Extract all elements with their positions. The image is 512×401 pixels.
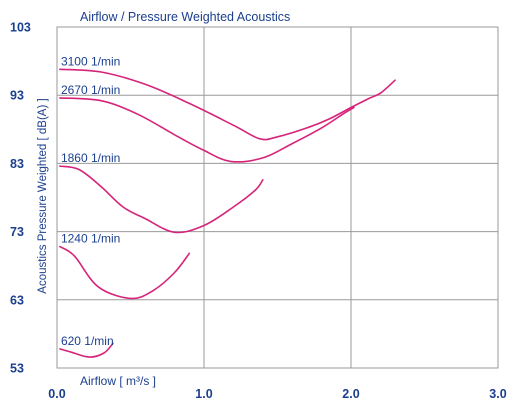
y-tick-label: 103 — [10, 21, 31, 35]
y-tick-label: 63 — [10, 293, 24, 307]
x-tick-label: 0.0 — [48, 387, 65, 401]
series-line — [59, 68, 396, 141]
y-axis-ticks: 53 63 73 83 93 103 — [10, 21, 31, 376]
series-line — [59, 165, 264, 234]
y-tick-label: 93 — [10, 89, 24, 103]
plot-frame — [56, 26, 499, 369]
series-label: 1860 1/min — [61, 151, 120, 165]
series-label: 620 1/min — [61, 334, 114, 348]
x-tick-label: 2.0 — [342, 387, 359, 401]
series-label: 1240 1/min — [61, 232, 120, 246]
chart-title: Airflow / Pressure Weighted Acoustics — [80, 10, 290, 24]
series-label: 3100 1/min — [61, 54, 120, 68]
x-axis-ticks: 0.0 1.0 2.0 3.0 — [48, 387, 506, 401]
x-axis-label: Airflow [ m³/s ] — [80, 374, 156, 388]
x-tick-label: 1.0 — [195, 387, 212, 401]
series-line — [59, 245, 191, 300]
grid — [57, 27, 498, 368]
series-label: 2670 1/min — [61, 83, 120, 97]
y-axis-label: Acoustics Pressure Weighted [ dB(A) ] — [37, 98, 49, 293]
series: 3100 1/min 2670 1/min 1860 1/min 1240 1/min… — [59, 54, 396, 358]
y-tick-label: 73 — [10, 225, 24, 239]
series-line — [59, 342, 114, 358]
series-line — [59, 97, 355, 163]
y-tick-label: 83 — [10, 157, 24, 171]
y-tick-label: 53 — [10, 362, 24, 376]
x-tick-label: 3.0 — [489, 387, 506, 401]
